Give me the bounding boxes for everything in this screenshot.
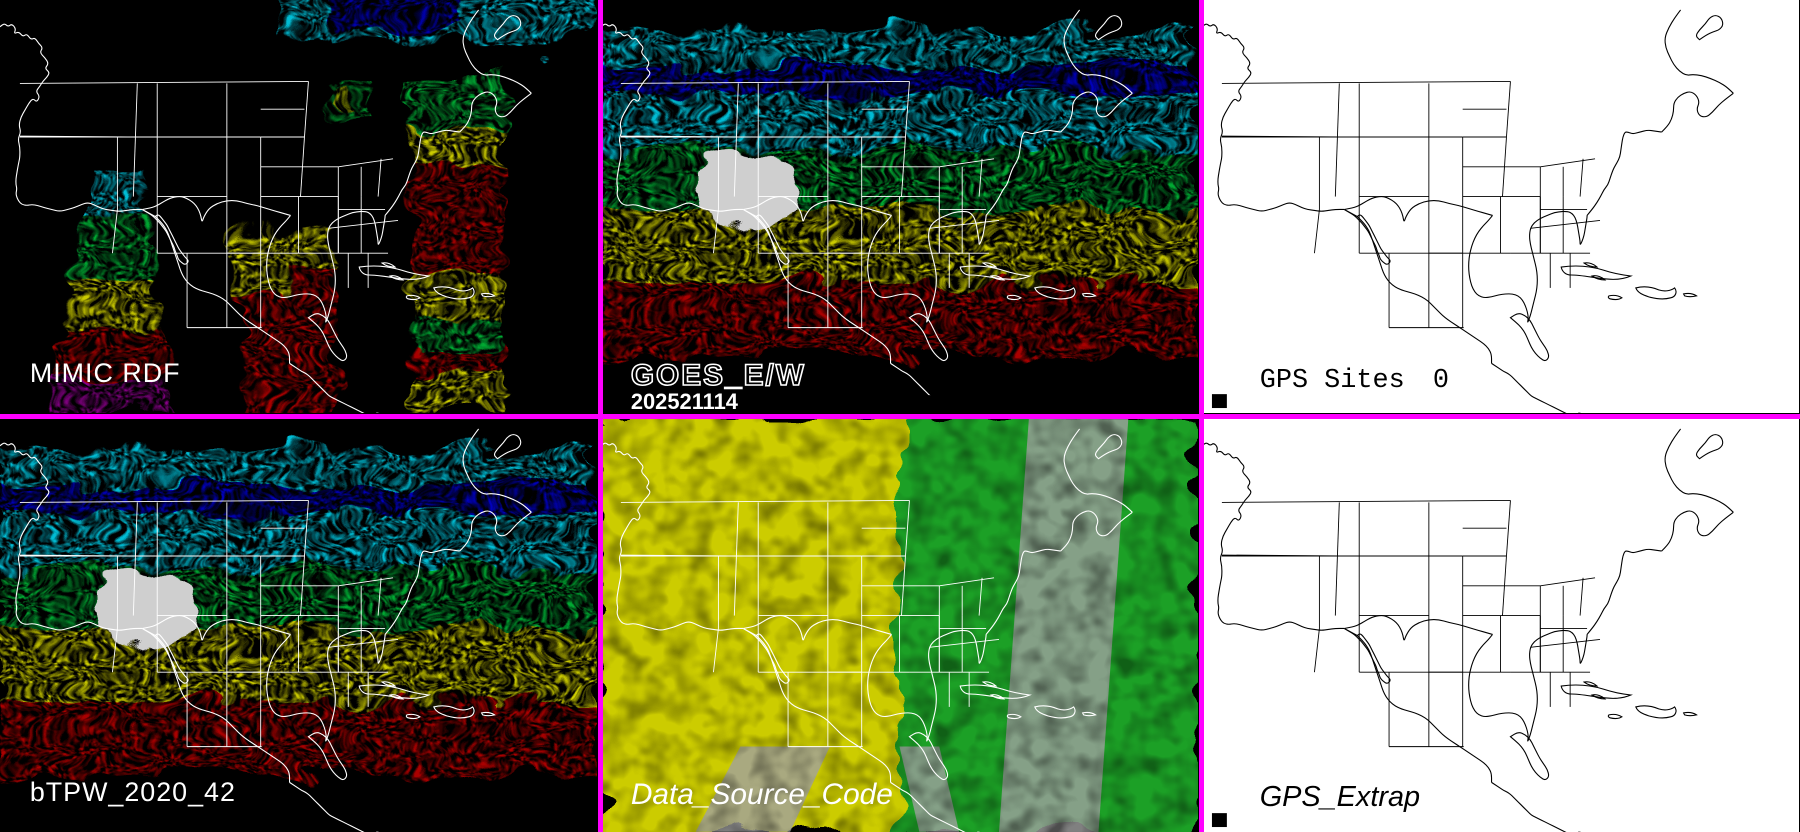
svg-text:bTPW_2020_42: bTPW_2020_42 [30,777,236,807]
svg-text:Data_Source_Code: Data_Source_Code [631,778,893,811]
svg-text:GPS_Extrap: GPS_Extrap [1260,781,1420,813]
svg-text:202521114: 202521114 [631,389,739,413]
svg-text:GPS Sites: GPS Sites [1260,366,1405,396]
svg-text:MIMIC RDF: MIMIC RDF [30,358,181,388]
svg-text:0: 0 [1433,366,1449,396]
svg-text:GOES_E/W: GOES_E/W [631,359,806,392]
